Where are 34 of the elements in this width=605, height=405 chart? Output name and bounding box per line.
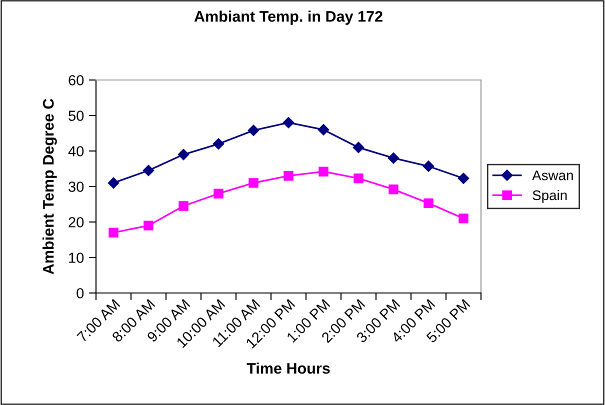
point bbox=[318, 166, 328, 176]
point bbox=[212, 138, 224, 150]
point bbox=[248, 178, 258, 188]
point bbox=[108, 177, 120, 189]
point bbox=[458, 172, 470, 184]
point bbox=[354, 173, 364, 184]
y-tick-label: 30 bbox=[68, 182, 84, 192]
point bbox=[144, 220, 154, 230]
point bbox=[282, 116, 294, 128]
y-axis-title: Ambient Temp Degree C bbox=[42, 98, 57, 274]
point bbox=[284, 170, 294, 181]
point bbox=[388, 184, 398, 194]
legend-label: Aswan bbox=[532, 170, 573, 180]
x-axis-title: Time Hours bbox=[246, 362, 330, 374]
chart-title: Ambiant Temp. in Day 172 bbox=[194, 10, 382, 25]
point bbox=[248, 124, 260, 136]
y-tick-label: 10 bbox=[69, 252, 84, 263]
point bbox=[458, 214, 468, 224]
point bbox=[424, 198, 434, 208]
y-tick-label: 50 bbox=[68, 110, 84, 121]
point bbox=[108, 228, 118, 238]
point bbox=[318, 124, 330, 136]
point bbox=[422, 160, 434, 172]
point bbox=[142, 164, 154, 176]
point bbox=[178, 148, 190, 160]
point bbox=[214, 188, 224, 198]
y-tick-label: 60 bbox=[68, 75, 84, 86]
point bbox=[388, 152, 400, 164]
y-tick-label: 20 bbox=[68, 217, 84, 228]
legend-label: Spain bbox=[532, 190, 567, 203]
point bbox=[352, 142, 364, 154]
point bbox=[178, 201, 188, 211]
y-tick-label: 0 bbox=[76, 288, 84, 298]
y-tick-label: 40 bbox=[68, 146, 84, 156]
